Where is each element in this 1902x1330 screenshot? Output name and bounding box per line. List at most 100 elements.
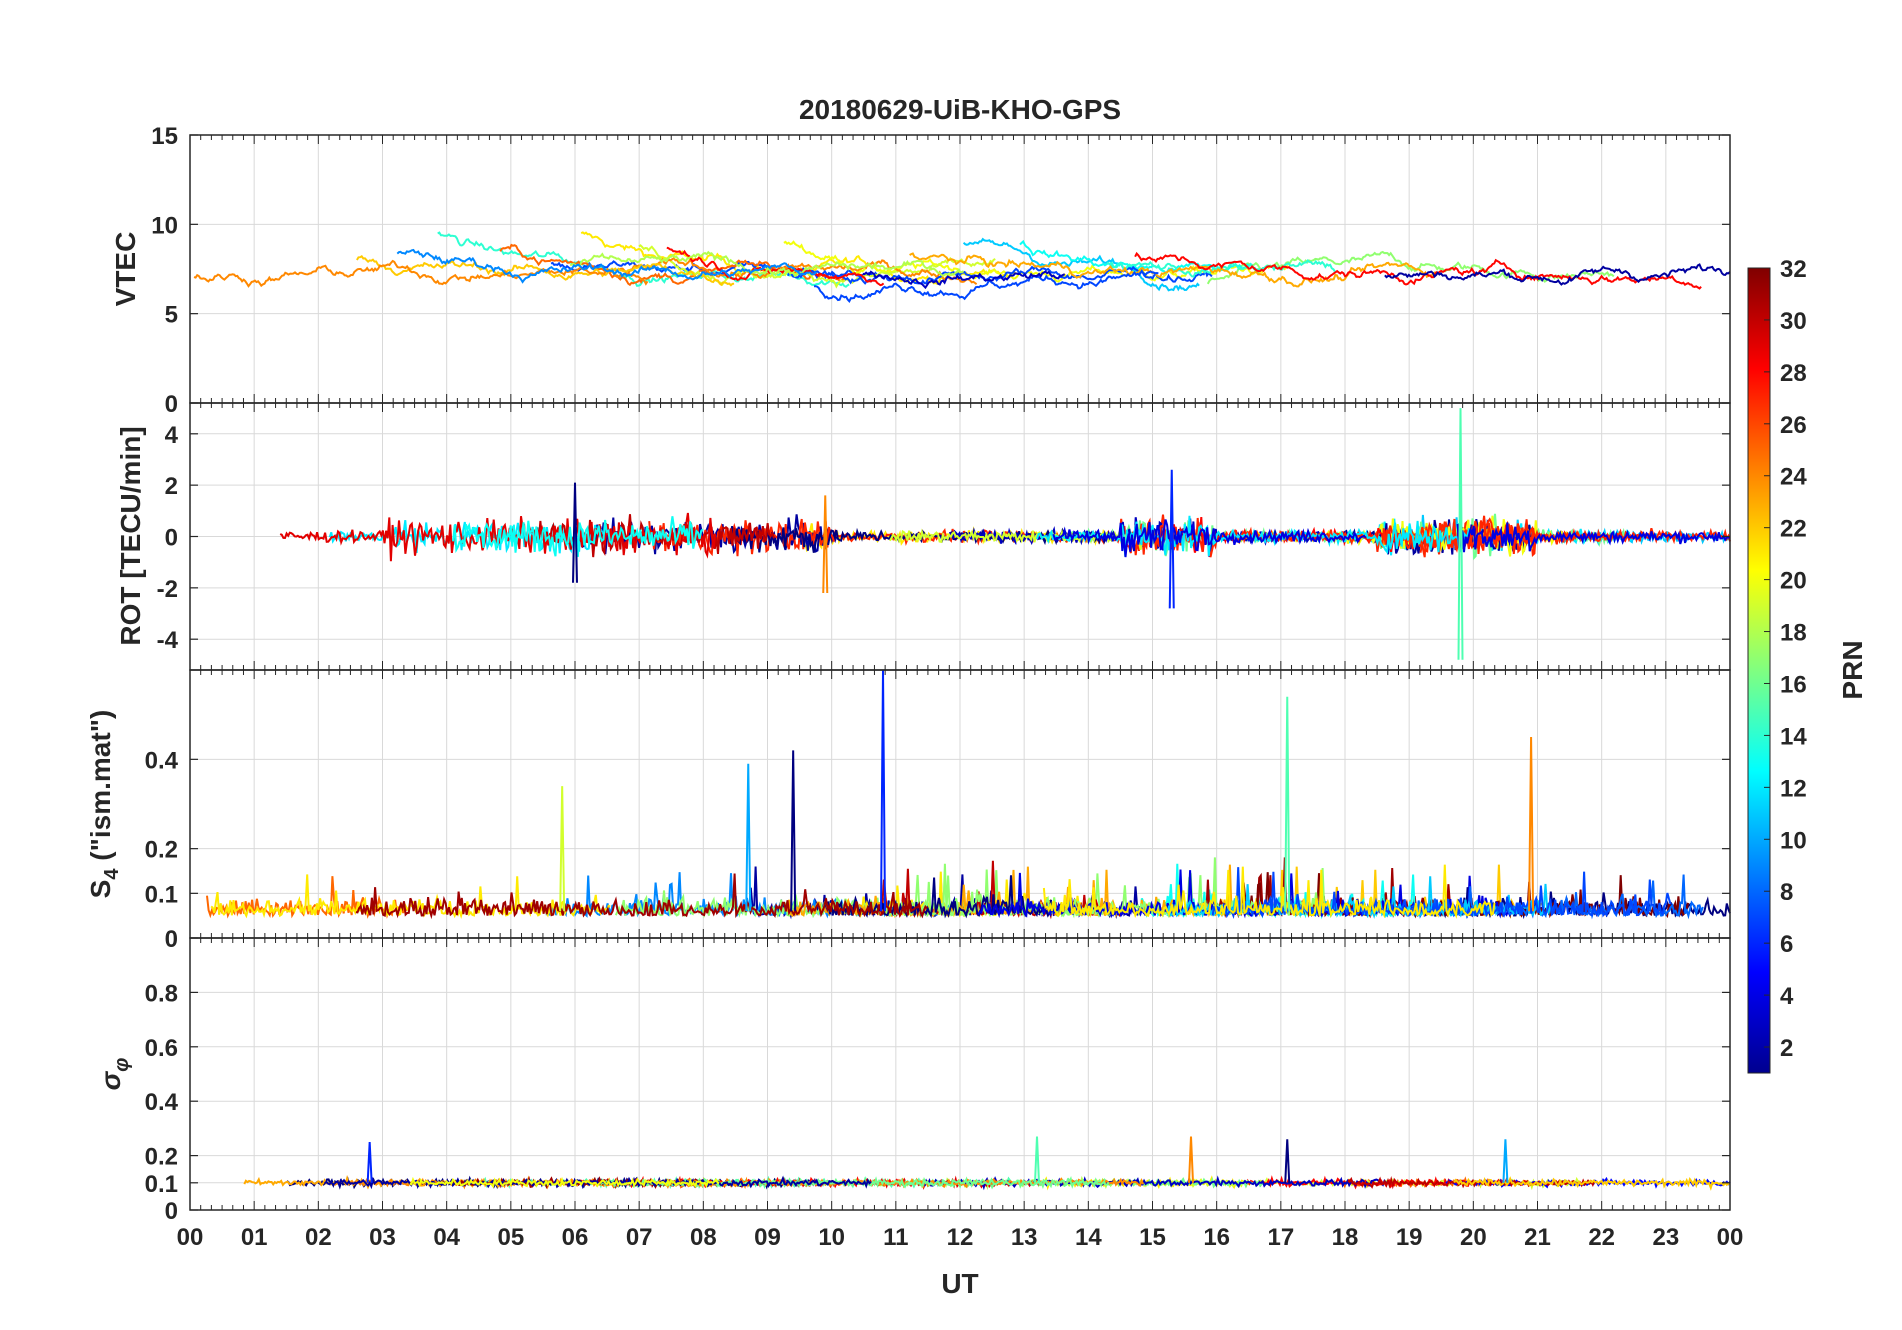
colorbar-tick-label: 16 (1780, 671, 1807, 698)
series-spike (745, 763, 752, 912)
panel-s4-yticks: 0 0.1 0.2 0.4 (145, 670, 1731, 953)
panel-sigma-ylabel-main: σ (95, 1070, 126, 1090)
x-tick-label: 18 (1332, 1224, 1359, 1251)
y-tick-label: 0 (165, 525, 178, 552)
colorbar-scale (1747, 267, 1771, 1074)
y-tick-label: 4 (165, 422, 179, 449)
series-spike (1502, 1139, 1509, 1183)
y-tick-label: -4 (157, 627, 179, 654)
colorbar-tick-label: 22 (1780, 516, 1807, 543)
x-tick-label: 22 (1588, 1224, 1615, 1251)
colorbar-tick-label: 14 (1780, 723, 1807, 750)
x-tick-label: 09 (754, 1224, 781, 1251)
y-tick-label: 15 (151, 123, 178, 150)
colorbar-tick-label: 4 (1780, 983, 1794, 1010)
colorbar-tick-label: 32 (1780, 256, 1807, 283)
colorbar-tick-label: 8 (1780, 879, 1793, 906)
x-tick-label: 23 (1652, 1224, 1679, 1251)
panel-vtec-grid (190, 135, 1730, 403)
series-spike (559, 786, 566, 912)
series-line-prn (1453, 1176, 1731, 1191)
chart-title: 20180629-UiB-KHO-GPS (799, 94, 1121, 125)
x-tick-label: 14 (1075, 1224, 1102, 1251)
panel-rot: -4 -2 0 2 4 ROT [TECU/min] (115, 402, 1731, 671)
x-tick-label: 20 (1460, 1224, 1487, 1251)
panel-s4-ylabel: S4 ("ism.mat") (85, 710, 123, 899)
y-tick-label: 0.2 (145, 1144, 178, 1171)
x-tick-label: 01 (241, 1224, 268, 1251)
y-tick-label: -2 (157, 576, 178, 603)
x-tick-label: 06 (562, 1224, 589, 1251)
y-tick-label: 0.4 (145, 1089, 179, 1116)
panel-rot-ylabel: ROT [TECU/min] (115, 426, 146, 645)
panel-s4-ylabel-rest: ("ism.mat") (85, 710, 116, 869)
x-tick-label: 19 (1396, 1224, 1423, 1251)
series-spike (1188, 1136, 1194, 1183)
series-line-prn (888, 524, 1144, 551)
x-tick-label: 17 (1267, 1224, 1294, 1251)
series-line-prn (638, 244, 996, 289)
series-line-prn (1052, 519, 1367, 558)
panel-s4-traces (206, 669, 1731, 920)
series-line-prn (614, 256, 978, 286)
series-spike (1457, 408, 1464, 660)
colorbar-tick-label: 26 (1780, 412, 1807, 439)
panel-sigma-ylabel: σφ (95, 1058, 133, 1091)
panel-sigma-traces (243, 1136, 1731, 1191)
colorbar-tick-label: 18 (1780, 620, 1807, 647)
series-line-prn (1042, 864, 1496, 920)
colorbar-label: PRN (1837, 640, 1868, 699)
x-tick-label: 11 (883, 1224, 908, 1251)
colorbar-tick-label: 6 (1780, 931, 1793, 958)
x-tick-label: 15 (1139, 1224, 1166, 1251)
x-tick-label: 02 (305, 1224, 332, 1251)
y-tick-label: 5 (165, 302, 178, 329)
series-line-prn (1035, 515, 1470, 557)
y-tick-label: 0 (165, 926, 178, 953)
series-line-prn (599, 1176, 1110, 1190)
panel-rot-traces (279, 408, 1731, 660)
x-axis: 00 01 02 03 04 05 06 07 08 09 10 11 12 13 14 15 16 17 18 19… (177, 1224, 1744, 1251)
panel-vtec: 0 5 10 15 VTEC (110, 123, 1731, 418)
panel-s4-grid (190, 670, 1730, 938)
series-line-prn (452, 516, 704, 558)
series-spike (1284, 1139, 1291, 1183)
series-line-prn (962, 237, 1200, 292)
colorbar-tick-label: 30 (1780, 308, 1807, 335)
y-tick-label: 10 (151, 212, 178, 239)
y-tick-label: 0.4 (145, 747, 179, 774)
series-line-prn (324, 1175, 872, 1190)
colorbar-tick-label: 24 (1780, 464, 1807, 491)
series-line-prn (1134, 251, 1702, 290)
series-line-prn (396, 248, 818, 284)
y-tick-label: 0.8 (145, 980, 178, 1007)
x-tick-label: 07 (626, 1224, 653, 1251)
x-tick-label: 00 (177, 1224, 204, 1251)
x-tick-label: 12 (947, 1224, 974, 1251)
series-line-prn (1206, 250, 1615, 285)
panel-sigma-yticks: 00.10.2 0.4 0.6 0.8 (145, 938, 1731, 1225)
series-spike (1528, 736, 1535, 912)
x-tick-label: 13 (1011, 1224, 1038, 1251)
y-tick-label: 0.6 (145, 1035, 178, 1062)
x-tick-label: 08 (690, 1224, 717, 1251)
series-spike (1034, 1136, 1040, 1183)
x-tick-label: 21 (1524, 1224, 1551, 1251)
series-spike (366, 1141, 373, 1183)
x-axis-label: UT (941, 1268, 978, 1299)
panel-sigma-ylabel-sub: φ (111, 1058, 133, 1072)
panel-rot-yticks: -4 -2 0 2 4 (157, 403, 1731, 670)
colorbar-tick-label: 2 (1780, 1035, 1793, 1062)
series-line-prn (666, 246, 885, 287)
colorbar-tick-label: 10 (1780, 827, 1807, 854)
x-tick-label: 10 (818, 1224, 845, 1251)
series-spike (822, 495, 829, 594)
series-line-prn (409, 1176, 720, 1189)
y-tick-label: 0 (165, 391, 178, 418)
y-tick-label: 0 (165, 1198, 178, 1225)
series-line-prn (862, 270, 1066, 290)
series-spike (790, 750, 797, 912)
series-spike (1168, 469, 1175, 609)
